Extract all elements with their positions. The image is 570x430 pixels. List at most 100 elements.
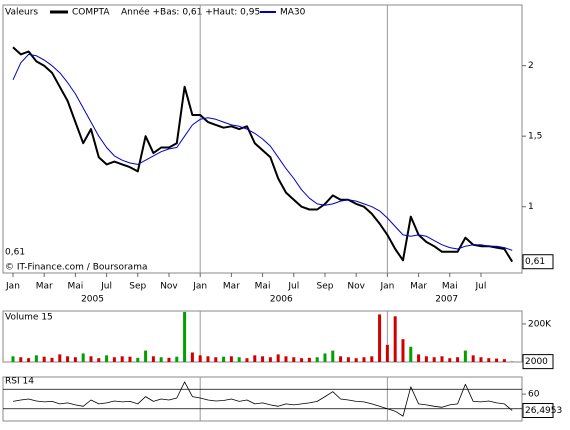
panel-title: Valeurs [5,8,38,18]
y-tick-label: 1,5 [528,132,542,142]
year-label: 2007 [435,295,458,305]
x-tick-label: Mai [67,282,83,292]
volume-bar [440,356,444,362]
volume-bar [339,356,343,362]
low-label: 0,61 [5,248,25,258]
volume-bar [128,356,132,362]
volume-bar [19,357,23,362]
volume-bar [190,352,194,362]
x-tick-label: Jan [5,282,20,292]
volume-bar [120,356,124,362]
last-value-box [522,254,554,270]
volume-bar [58,354,62,362]
x-tick-label: Jul [100,282,112,292]
year-label: 2006 [270,295,293,305]
x-tick-label: Mai [255,282,271,292]
volume-bar [81,353,85,362]
volume-bar [409,346,413,362]
volume-bar [159,357,163,362]
volume-bar [378,314,382,362]
volume-bar [11,356,15,362]
volume-bar [323,353,327,362]
subtitle: Année +Bas: 0,61 +Haut: 0,95 [121,7,260,18]
x-tick-label: Jul [287,282,299,292]
volume-bar [183,311,187,362]
volume-bar [487,358,491,362]
volume-bar [97,358,101,362]
legend-label: COMPTA [72,8,110,18]
x-tick-label: Nov [347,282,365,292]
volume-bar [479,357,483,362]
volume-bar [346,357,350,362]
volume-bar [417,354,421,362]
volume-bar [385,344,389,362]
volume-bar [206,356,210,362]
volume-bar [73,357,77,362]
volume-bar [222,356,226,362]
volume-bar [175,356,179,362]
last-value: 26,4953 [525,406,562,416]
volume-bar [307,357,311,362]
volume-bar [268,357,272,362]
volume-bar [456,357,460,362]
x-tick-label: Mar [223,282,240,292]
last-value-box [522,402,554,418]
x-tick-label: Sep [316,282,333,292]
volume-bar [253,355,257,362]
volume-bar [27,358,31,362]
volume-bar [261,356,265,362]
volume-bar [198,355,202,362]
volume-bar [502,359,506,362]
volume-bar [284,356,288,362]
credit: © IT-Finance.com / Boursorama [5,263,147,273]
rsi-line [12,381,513,417]
x-tick-label: Nov [160,282,178,292]
volume-bar [144,350,148,362]
volume-bar [292,357,296,362]
price-line [12,46,514,263]
price-line [12,53,513,251]
volume-bar [237,357,241,362]
volume-bar [112,357,116,362]
x-tick-label: Sep [129,282,146,292]
x-tick-label: Jan [192,282,207,292]
last-value-box [522,354,554,370]
volume-bar [448,358,452,362]
volume-bar [401,339,405,362]
volume-bar [463,350,467,362]
volume-bar [34,355,38,362]
volume-panel [2,310,523,363]
volume-bar [276,354,280,362]
volume-bar [167,357,171,362]
volume-bar [432,357,436,362]
volume-bar [424,356,428,362]
volume-bar [136,357,140,362]
x-tick-label: Mar [410,282,427,292]
volume-bar [300,358,304,362]
volume-bar [315,357,319,362]
volume-bar [471,355,475,362]
y-tick-label: 2 [528,61,534,71]
volume-bar [393,316,397,362]
volume-bar [66,356,70,362]
volume-bar [245,358,249,362]
legend-label: MA30 [280,8,306,18]
rsi-panel [2,376,523,422]
volume-bar [151,356,155,362]
y-tick-label: 200K [528,319,552,329]
volume-bar [50,357,54,362]
x-tick-label: Jul [475,282,487,292]
x-tick-label: Mai [442,282,458,292]
volume-bar [42,356,46,362]
year-label: 2005 [81,295,104,305]
volume-bar [214,357,218,362]
last-value: 0,61 [525,257,545,267]
x-tick-label: Jan [379,282,394,292]
y-tick-label: 1 [528,202,534,212]
volume-bar [105,355,109,362]
volume-bar [362,357,366,362]
panel-title: RSI 14 [5,377,34,387]
volume-bar [89,356,93,362]
last-value: 2000 [525,357,548,367]
